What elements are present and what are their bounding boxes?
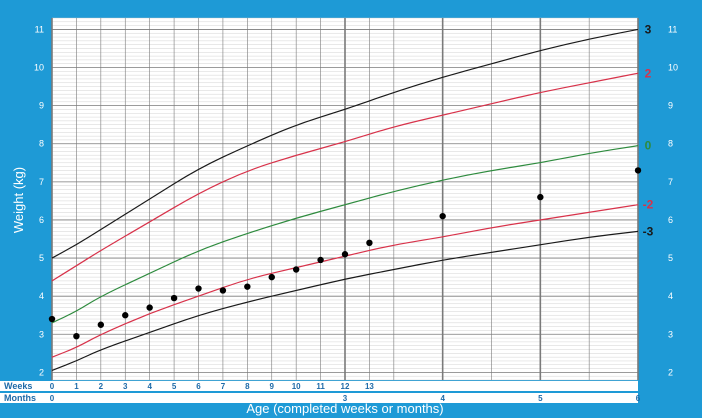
x-week-tick-label: 6 (196, 382, 201, 391)
data-point (292, 266, 300, 273)
x-axis-title: Age (completed weeks or months) (246, 401, 443, 416)
weeks-row-label: Weeks (4, 381, 32, 391)
y-tick-label-left: 7 (39, 177, 44, 187)
y-tick-label-left: 4 (39, 291, 44, 301)
x-month-tick-label: 6 (636, 394, 641, 403)
y-axis-title: Weight (kg) (11, 167, 26, 233)
x-month-tick-label: 3 (343, 394, 348, 403)
x-week-tick-label: 0 (50, 382, 55, 391)
series-label-minus2: -2 (643, 198, 654, 212)
tick-layer: 2 2 3 3 4 4 5 5 6 6 7 7 8 8 9 9 10 10 11 11 (34, 24, 678, 377)
x-month-tick-label: 4 (440, 394, 445, 403)
series-label-minus3: -3 (643, 224, 654, 238)
x-tick-layer: 0 1 2 3 4 5 6 7 8 9 10 11 12 130 3 4 5 6 (50, 382, 641, 403)
y-tick-label-left: 10 (34, 63, 44, 73)
x-week-tick-label: 9 (270, 382, 275, 391)
months-row-label: Months (4, 393, 36, 403)
series-line-3 (51, 28, 639, 259)
data-point (146, 304, 153, 311)
x-week-tick-label: 2 (99, 382, 104, 391)
data-point (97, 321, 105, 328)
y-tick-label-left: 8 (39, 139, 44, 149)
data-point (219, 287, 227, 294)
data-point (170, 294, 178, 302)
y-tick-label-right: 8 (668, 139, 673, 149)
series-label-2: 2 (645, 66, 652, 80)
data-point (366, 239, 373, 247)
y-tick-label-right: 4 (668, 291, 673, 301)
x-month-tick-label: 0 (50, 394, 55, 403)
y-tick-label-right: 2 (668, 367, 673, 377)
x-week-tick-label: 13 (365, 382, 374, 391)
data-point (48, 315, 56, 323)
series-line-2 (51, 72, 639, 282)
y-tick-label-right: 5 (668, 253, 673, 263)
y-tick-label-right: 11 (668, 24, 677, 34)
data-point (244, 283, 251, 290)
y-tick-label-left: 5 (39, 253, 44, 263)
data-point (122, 312, 129, 319)
y-tick-label-right: 10 (668, 63, 678, 73)
weeks-row (0, 381, 638, 391)
series-line-minus2 (51, 204, 639, 358)
data-point (195, 285, 202, 292)
y-tick-label-left: 9 (39, 101, 44, 111)
y-tick-label-right: 6 (668, 215, 673, 225)
x-week-tick-label: 11 (316, 382, 325, 391)
data-point (439, 212, 446, 220)
point-layer (48, 167, 642, 340)
y-tick-label-left: 11 (35, 24, 44, 34)
y-tick-label-left: 6 (39, 215, 44, 225)
y-tick-label-left: 2 (39, 367, 44, 377)
data-point (317, 256, 324, 264)
curve-layer (51, 28, 639, 372)
y-tick-label-right: 3 (668, 329, 673, 339)
x-week-tick-label: 8 (245, 382, 250, 391)
data-point (341, 251, 349, 258)
series-line-minus3 (51, 230, 639, 372)
y-tick-label-right: 7 (668, 177, 673, 187)
series-line-0 (51, 145, 639, 324)
label-layer: 3 2 0 -2 -3 (643, 22, 654, 238)
y-tick-label-right: 9 (668, 101, 673, 111)
x-week-tick-label: 5 (172, 382, 177, 391)
data-point (268, 273, 275, 281)
data-point (537, 193, 544, 201)
x-week-tick-label: 10 (292, 382, 301, 391)
series-label-0: 0 (645, 139, 652, 153)
y-tick-label-left: 3 (39, 329, 44, 339)
series-label-3: 3 (645, 22, 652, 36)
x-week-tick-label: 1 (74, 382, 79, 391)
x-week-tick-label: 4 (147, 382, 152, 391)
x-month-tick-label: 5 (538, 394, 543, 403)
x-week-tick-label: 3 (123, 382, 128, 391)
data-point (73, 332, 80, 340)
months-row (0, 393, 638, 403)
x-week-tick-label: 12 (341, 382, 350, 391)
data-point (634, 167, 642, 174)
x-week-tick-label: 7 (221, 382, 226, 391)
